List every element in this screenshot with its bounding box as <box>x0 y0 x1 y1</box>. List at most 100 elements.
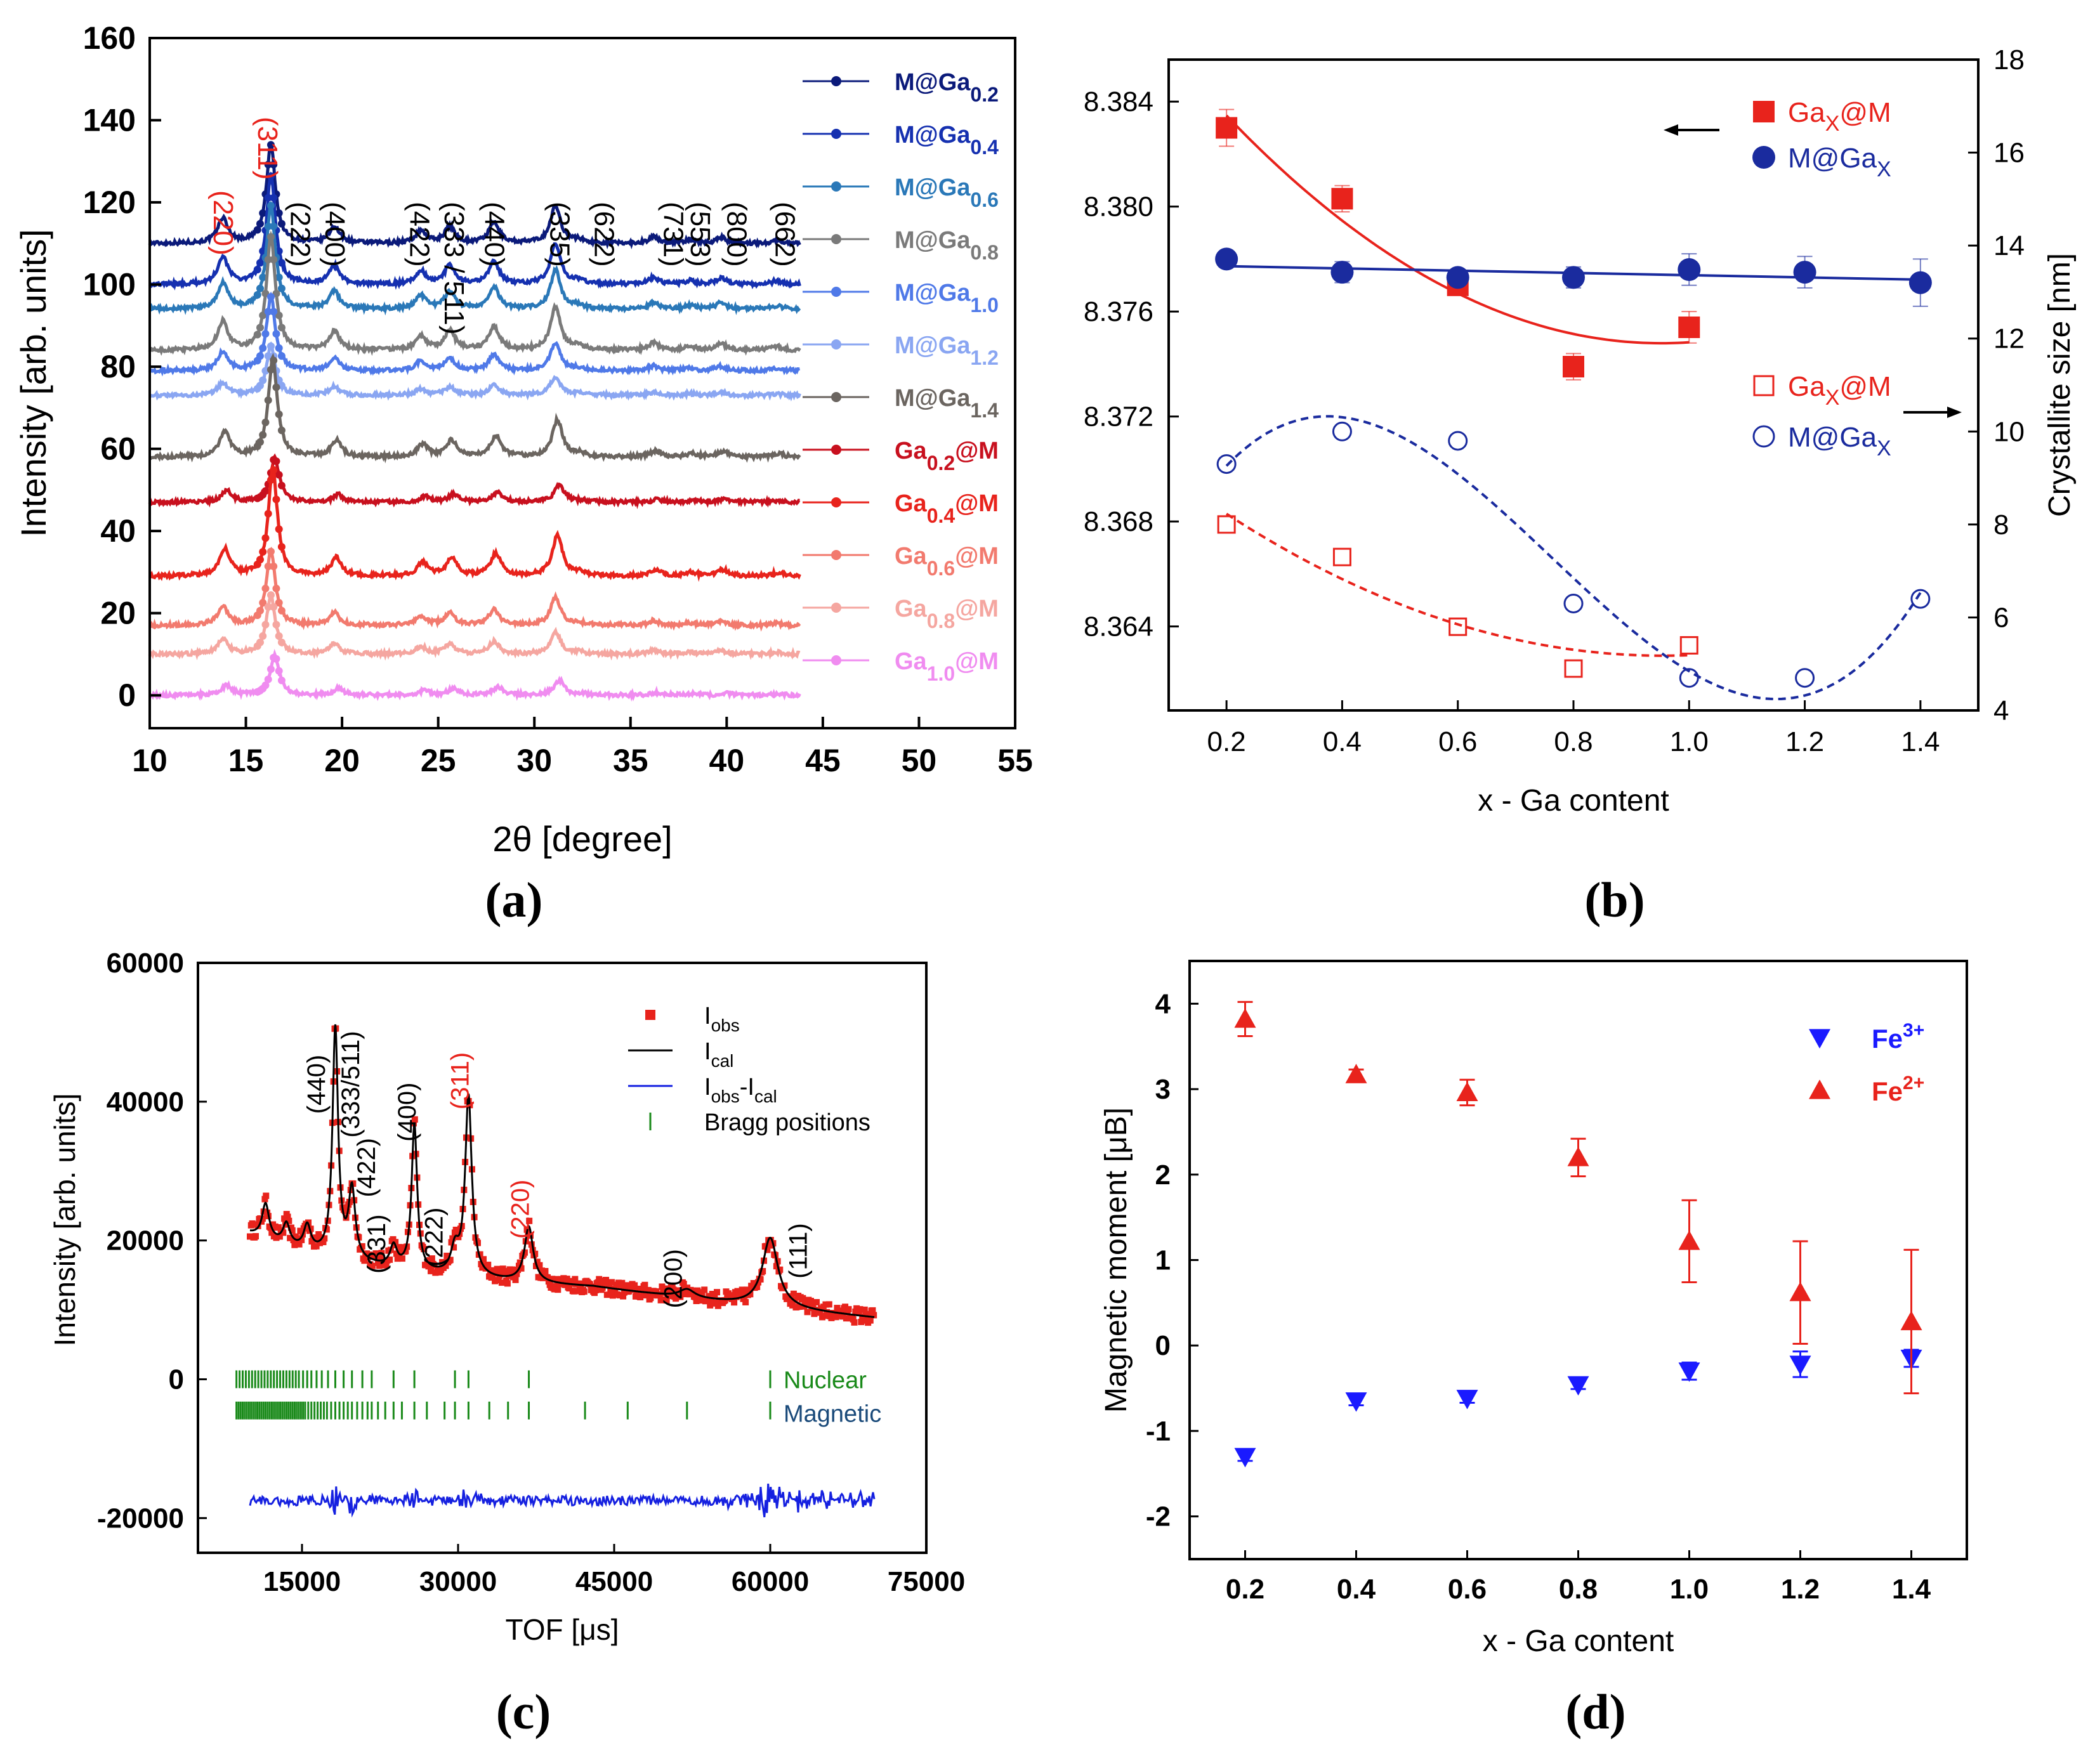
data-point <box>1679 636 1698 655</box>
pattern-marker <box>264 160 272 169</box>
observed-point <box>411 1116 418 1123</box>
peak-label: (222) <box>284 202 315 267</box>
observed-point <box>428 1255 435 1262</box>
observed-point <box>492 1270 499 1277</box>
observed-point <box>731 1299 738 1306</box>
observed-point <box>400 1244 407 1251</box>
plot-a-frame <box>148 37 1016 729</box>
pattern-marker <box>270 256 278 264</box>
peak-label: (662) <box>769 202 800 267</box>
observed-point <box>603 1276 610 1283</box>
observed-point <box>291 1241 298 1248</box>
data-point <box>1331 188 1353 210</box>
pattern-marker <box>270 193 278 202</box>
y-right-tick-label: 10 <box>1993 416 2025 447</box>
y-right-tick-label: 12 <box>1993 323 2025 355</box>
data-point <box>1345 1064 1367 1083</box>
peak-label: (422) <box>353 1138 381 1197</box>
pattern-marker <box>270 562 278 570</box>
observed-point <box>843 1315 850 1322</box>
pattern-marker <box>256 606 264 615</box>
observed-point <box>813 1298 820 1305</box>
observed-point <box>247 1233 253 1240</box>
pattern-marker <box>277 259 286 267</box>
y-tick-label: 120 <box>83 185 136 220</box>
x-tick-label: 0.8 <box>1554 726 1593 757</box>
y-tick-label: 80 <box>100 349 136 384</box>
observed-point <box>394 1255 401 1262</box>
peak-label: (800) <box>721 202 752 267</box>
x-tick-label: 35 <box>613 743 648 778</box>
x-tick-label: 60000 <box>732 1566 809 1597</box>
pattern-marker <box>272 383 280 391</box>
x-tick-label: 45 <box>805 743 841 778</box>
observed-point <box>259 1215 266 1222</box>
x-tick-label: 45000 <box>575 1566 653 1597</box>
observed-point <box>777 1266 784 1273</box>
pattern-marker <box>259 209 267 217</box>
legend-entry: Ga0.2@M <box>895 438 999 474</box>
data-point <box>1564 659 1583 678</box>
observed-point <box>714 1289 721 1296</box>
x-tick-label: 1.0 <box>1670 1574 1709 1605</box>
x-tick-label: 1.0 <box>1670 726 1709 757</box>
pattern-marker <box>261 487 270 495</box>
legend-marker <box>831 339 841 350</box>
panel-label-b: (b) <box>1584 872 1645 927</box>
legend-marker <box>831 287 841 297</box>
observed-point <box>542 1268 549 1275</box>
legend-marker <box>831 234 841 244</box>
y-left-tick-label: 8.372 <box>1084 402 1153 433</box>
observed-point <box>647 1295 654 1302</box>
legend-entry: GaX@M <box>1788 371 1891 410</box>
observed-point <box>261 1196 268 1203</box>
x-tick-label: 0.2 <box>1226 1574 1264 1605</box>
peak-label: (553) <box>685 202 716 267</box>
y-tick-label: 20 <box>100 596 136 631</box>
legend-entry: Ga0.8@M <box>895 596 999 632</box>
data-point <box>1908 271 1932 294</box>
observed-point <box>447 1257 454 1264</box>
observed-point <box>518 1265 525 1272</box>
observed-point <box>754 1283 761 1290</box>
pattern-marker <box>277 606 286 615</box>
data-point <box>1678 1230 1700 1250</box>
observed-point <box>707 1302 714 1309</box>
pattern-marker <box>256 284 264 292</box>
pattern-marker <box>253 291 261 299</box>
x-tick-label: 0.2 <box>1207 726 1246 757</box>
x-tick-label: 30000 <box>419 1566 497 1597</box>
peak-label: (422) <box>404 202 435 267</box>
pattern-marker <box>264 352 272 360</box>
observed-point <box>634 1285 641 1292</box>
observed-point <box>249 1220 256 1227</box>
observed-point <box>577 1280 584 1287</box>
data-point <box>1910 589 1931 609</box>
x-tick-label: 55 <box>997 743 1033 778</box>
observed-point <box>555 1286 562 1293</box>
legend-entry: GaX@M <box>1788 97 1891 136</box>
y-tick-label: 160 <box>83 20 136 56</box>
peak-label: (311) <box>252 117 283 180</box>
observed-point <box>320 1239 327 1246</box>
observed-point <box>378 1250 385 1257</box>
data-point <box>1234 1008 1256 1028</box>
data-point <box>1234 1447 1256 1468</box>
pattern-marker <box>256 259 264 267</box>
observed-point <box>711 1292 718 1299</box>
pattern-marker <box>261 330 270 338</box>
panel-b: 0.2 0.4 0.6 0.8 1.0 1.2 1.4 8.364 8.368 8.372 8.37… <box>1084 44 2077 818</box>
observed-point <box>693 1297 700 1304</box>
data-point <box>1217 515 1236 534</box>
observed-point <box>807 1298 814 1305</box>
x-tick-label: 0.4 <box>1337 1574 1376 1605</box>
pattern-marker <box>272 330 280 338</box>
pattern-curve-7 <box>148 453 801 509</box>
observed-point <box>361 1257 368 1264</box>
observed-point <box>607 1286 614 1293</box>
pattern-marker <box>264 256 272 264</box>
observed-point <box>662 1289 669 1296</box>
observed-point <box>289 1227 296 1234</box>
observed-point <box>695 1289 702 1296</box>
pattern-marker <box>266 591 275 599</box>
